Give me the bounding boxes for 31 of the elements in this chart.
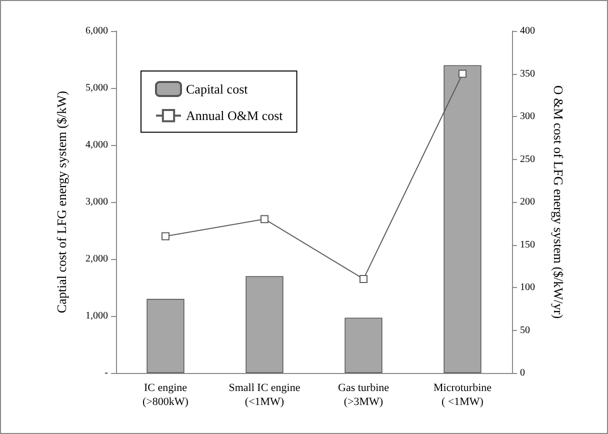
y-tick-label: 6,000 bbox=[86, 26, 108, 36]
point bbox=[260, 215, 268, 224]
y-tick-label: 5,000 bbox=[86, 82, 108, 94]
y2-tick-label: 200 bbox=[520, 196, 535, 208]
y2-tick-label: 300 bbox=[520, 111, 535, 122]
y2-axis-title: O &M cost of LFG energy system ($/kW/yr) bbox=[551, 85, 566, 319]
y2-tick-label: 350 bbox=[520, 68, 535, 80]
y2-tick-label: 250 bbox=[520, 154, 535, 165]
legend-label: Capital cost bbox=[186, 82, 248, 96]
legend-label: Annual O&M cost bbox=[186, 108, 284, 124]
bar bbox=[344, 318, 382, 373]
x-tick-label: Small IC engine (<1MW) bbox=[228, 382, 300, 408]
y-tick-label: - bbox=[104, 368, 108, 378]
y-tick-label: 1,000 bbox=[86, 310, 108, 322]
point bbox=[360, 274, 368, 283]
bar bbox=[246, 276, 284, 373]
x-tick-label: Microturbine ( <1MW) bbox=[433, 382, 492, 408]
y-tick-label: 3,000 bbox=[86, 196, 108, 208]
x-tick-label: IC engine (>800kW) bbox=[142, 382, 189, 408]
y-axis-title: Captial cost of LFG energy system ($/kW) bbox=[54, 90, 69, 314]
y2-tick-label: 150 bbox=[520, 239, 535, 250]
point bbox=[458, 70, 466, 78]
y-tick-label: 4,000 bbox=[86, 140, 108, 150]
point bbox=[162, 232, 170, 240]
x-tick-label: Gas turbine (>3MW) bbox=[338, 382, 390, 408]
y2-tick-label: 50 bbox=[520, 324, 530, 336]
y2-tick-label: 0 bbox=[520, 368, 525, 378]
bar bbox=[146, 298, 184, 373]
y-tick-label: 2,000 bbox=[86, 254, 108, 264]
y2-tick-label: 100 bbox=[520, 282, 535, 293]
y2-tick-label: 400 bbox=[520, 26, 535, 36]
